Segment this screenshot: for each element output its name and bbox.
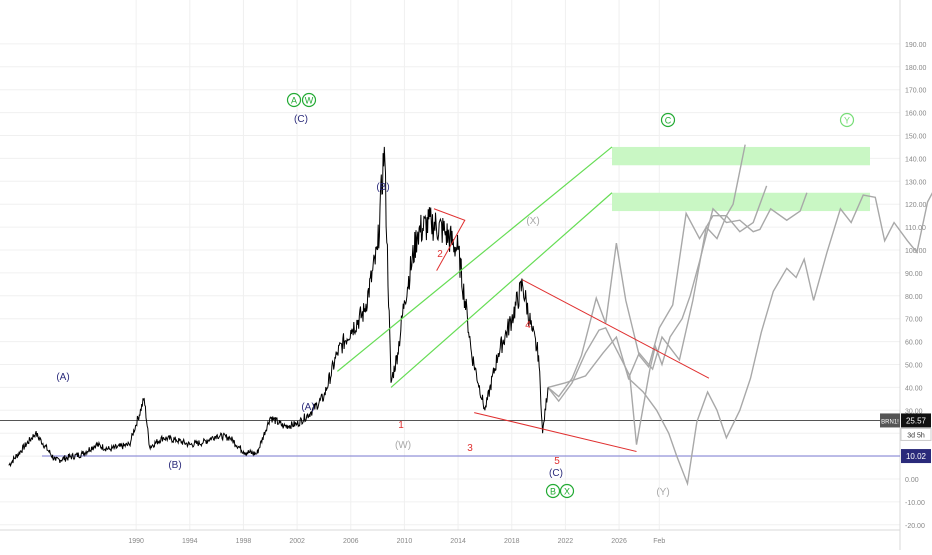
support-tag: 10.02: [906, 452, 927, 461]
y-tick-label: 160.00: [905, 111, 927, 118]
x-tick-label: 2026: [611, 538, 627, 545]
wave-line-2-4: [522, 279, 710, 379]
circle-label-y: Y: [844, 116, 850, 126]
label-a-1990: (A): [56, 372, 69, 383]
y-tick-label: 140.00: [905, 156, 927, 163]
label-w: (W): [395, 440, 411, 451]
x-tick-label: 2014: [450, 538, 466, 545]
label-a-2009: (A): [301, 402, 314, 413]
label-c-2008: (C): [294, 114, 308, 125]
wave-label-4: 4: [525, 320, 531, 331]
y-tick-label: 130.00: [905, 179, 927, 186]
label-c-2027: (C): [549, 468, 563, 479]
circle-label-a-ring: [286, 92, 302, 108]
support-tag-bg: [901, 449, 931, 464]
x-tick-label: 2006: [343, 538, 359, 545]
last-price-tag: 25.57: [906, 416, 927, 425]
wave-line-1-5: [474, 412, 637, 453]
y-tick-label: 90.00: [905, 271, 923, 278]
label-y: (Y): [656, 487, 669, 498]
y-tick-label: 60.00: [905, 340, 923, 347]
triangle-lines: [433, 208, 466, 271]
y-tick-label: 80.00: [905, 294, 923, 301]
y-tick-label: 50.00: [905, 363, 923, 370]
circle-label-b: B: [550, 487, 556, 497]
price-history-line: [8, 146, 549, 468]
circle-label-w: W: [305, 96, 314, 106]
circle-label-w-ring: [301, 92, 317, 108]
y-tick-label: -10.00: [905, 500, 925, 507]
y-tick-label: 170.00: [905, 88, 927, 95]
wave-label-1: 1: [398, 420, 404, 431]
channel-line-upper: [336, 146, 613, 372]
x-tick-label: 1990: [128, 538, 144, 545]
y-tick-label: 0.00: [905, 477, 919, 484]
countdown-tag-bg: [900, 427, 932, 441]
y-tick-label: 40.00: [905, 385, 923, 392]
x-tick-label: 1998: [236, 538, 252, 545]
projection-path-3: [547, 144, 746, 389]
circle-label-c-ring: [660, 112, 676, 128]
y-tick-label: 190.00: [905, 42, 927, 49]
y-tick-label: 110.00: [905, 225, 926, 232]
circle-label-c: C: [665, 116, 672, 126]
y-tick-label: 120.00: [905, 202, 927, 209]
symbol-tag: BRN1!: [881, 419, 899, 425]
channel-line-lower: [390, 192, 613, 388]
label-b-2013: (B): [376, 182, 389, 193]
circle-label-x: X: [564, 487, 570, 497]
symbol-tag-bg: [880, 413, 900, 428]
target-zone-upper: [612, 146, 870, 166]
projection-path-2: [547, 192, 808, 445]
x-tick-label: 2018: [504, 538, 520, 545]
x-tick-label: 2002: [289, 538, 305, 545]
x-tick-label: Feb: [653, 538, 665, 545]
wave-label-2: 2: [437, 249, 443, 260]
x-tick-label: 2010: [397, 538, 413, 545]
last-price-tag-bg: [901, 413, 931, 428]
y-tick-label: 180.00: [905, 65, 927, 72]
wave-label-5: 5: [554, 456, 560, 467]
label-x: (X): [526, 216, 539, 227]
circle-label-y-ring: [839, 112, 855, 128]
x-tick-label: 1994: [182, 538, 198, 545]
countdown-tag: 3d 5h: [907, 432, 925, 439]
label-b-1998: (B): [168, 460, 181, 471]
y-tick-label: 30.00: [905, 408, 923, 415]
y-tick-label: 150.00: [905, 134, 927, 141]
wave-label-3: 3: [467, 443, 473, 454]
target-zone-lower: [612, 192, 870, 212]
y-tick-label: 70.00: [905, 317, 923, 324]
projection-path-4: [627, 192, 932, 487]
x-tick-label: 2022: [558, 538, 574, 545]
circle-label-b-ring: [545, 483, 561, 499]
y-tick-label: -20.00: [905, 523, 925, 530]
circle-label-x-ring: [559, 483, 575, 499]
circle-label-a: A: [291, 96, 297, 106]
